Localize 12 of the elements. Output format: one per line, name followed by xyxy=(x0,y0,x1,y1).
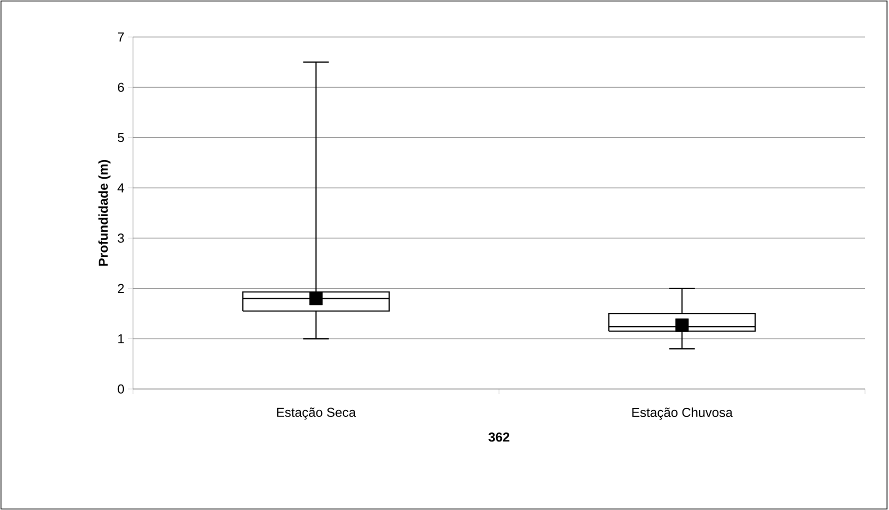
y-axis-title: Profundidade (m) xyxy=(98,160,110,266)
x-tick-label: Estação Seca xyxy=(277,408,356,420)
y-tick-label: 4 xyxy=(118,183,124,192)
y-tick-label: 2 xyxy=(118,284,124,293)
y-tick-label: 5 xyxy=(118,133,124,142)
y-tick-label: 6 xyxy=(118,82,124,92)
y-tick-label: 0 xyxy=(118,384,124,394)
y-tick-label: 3 xyxy=(118,234,124,243)
x-tick-label: Estação Chuvosa xyxy=(632,408,733,420)
y-tick-label: 1 xyxy=(118,334,124,344)
x-axis-title: 362 xyxy=(488,432,510,442)
y-tick-label: 7 xyxy=(118,32,124,42)
